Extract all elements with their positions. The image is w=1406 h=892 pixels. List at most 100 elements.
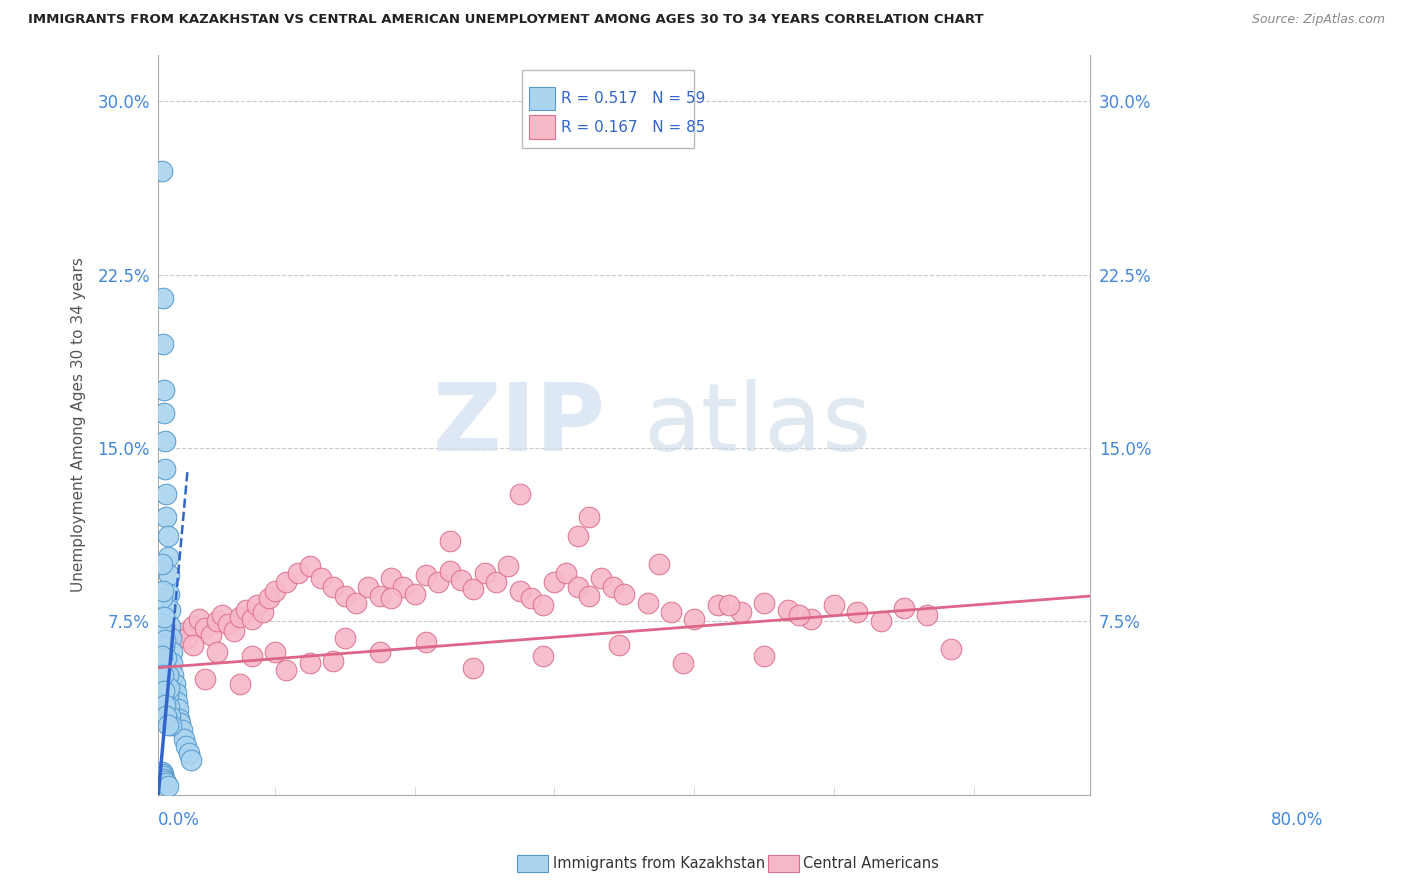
Point <box>222 624 245 638</box>
Text: 80.0%: 80.0% <box>1271 811 1323 829</box>
Point <box>194 621 217 635</box>
Point <box>939 642 962 657</box>
Point <box>169 712 191 726</box>
Point <box>156 549 179 564</box>
Point <box>162 644 184 658</box>
Point <box>229 610 252 624</box>
Point <box>520 591 543 606</box>
Point <box>150 557 173 571</box>
Point <box>153 772 176 786</box>
Point <box>672 656 695 670</box>
Point <box>730 605 752 619</box>
Point <box>173 732 195 747</box>
Text: atlas: atlas <box>643 379 872 471</box>
Point <box>380 570 402 584</box>
Point <box>181 638 204 652</box>
Point <box>156 667 179 681</box>
Point <box>263 644 285 658</box>
Point <box>200 628 222 642</box>
Text: 0.0%: 0.0% <box>159 811 200 829</box>
Point <box>333 631 356 645</box>
Point <box>776 603 799 617</box>
Text: R = 0.517   N = 59: R = 0.517 N = 59 <box>561 91 706 106</box>
Point <box>263 584 285 599</box>
Point <box>823 599 845 613</box>
Point <box>156 529 179 543</box>
Point <box>150 591 173 606</box>
Point <box>846 605 869 619</box>
Point <box>156 779 179 793</box>
Point <box>159 619 181 633</box>
Point <box>426 575 449 590</box>
Point <box>165 686 187 700</box>
Point <box>157 700 180 714</box>
Point <box>276 663 298 677</box>
Point <box>392 580 415 594</box>
Y-axis label: Unemployment Among Ages 30 to 34 years: Unemployment Among Ages 30 to 34 years <box>72 258 86 592</box>
Point <box>153 406 176 420</box>
Point <box>607 638 630 652</box>
Point <box>567 580 589 594</box>
Point <box>156 718 179 732</box>
Point <box>591 570 613 584</box>
Point <box>155 658 177 673</box>
FancyBboxPatch shape <box>522 70 695 147</box>
Point <box>718 599 741 613</box>
Point <box>555 566 578 580</box>
Point <box>153 610 176 624</box>
Point <box>322 654 344 668</box>
Point <box>176 631 198 645</box>
Point <box>162 656 184 670</box>
Point <box>155 774 177 789</box>
Point <box>155 434 177 449</box>
Point <box>205 615 228 629</box>
Point <box>461 582 484 596</box>
Point <box>380 591 402 606</box>
Point <box>509 487 531 501</box>
Text: Central Americans: Central Americans <box>803 856 939 871</box>
Point <box>613 587 636 601</box>
Point <box>155 462 177 476</box>
FancyBboxPatch shape <box>529 115 555 139</box>
Point <box>450 573 472 587</box>
Text: Source: ZipAtlas.com: Source: ZipAtlas.com <box>1251 13 1385 27</box>
Point <box>162 667 184 681</box>
Point <box>344 596 367 610</box>
Point <box>159 709 181 723</box>
Point <box>155 709 177 723</box>
Point <box>153 640 176 654</box>
Point <box>240 649 263 664</box>
Point <box>150 649 173 664</box>
Point <box>404 587 426 601</box>
Point <box>152 337 174 351</box>
Point <box>276 575 298 590</box>
Point <box>754 649 776 664</box>
Point <box>602 580 624 594</box>
Point <box>155 632 177 647</box>
Point <box>180 753 202 767</box>
Point <box>157 681 180 696</box>
Point <box>869 615 891 629</box>
Point <box>155 487 177 501</box>
Point <box>659 605 682 619</box>
Point <box>155 698 177 712</box>
Point <box>155 674 177 689</box>
Point <box>754 596 776 610</box>
Text: R = 0.167   N = 85: R = 0.167 N = 85 <box>561 120 706 135</box>
Point <box>543 575 565 590</box>
Point <box>683 612 706 626</box>
Point <box>167 702 190 716</box>
Point <box>357 580 380 594</box>
Point <box>152 769 174 783</box>
Point <box>155 510 177 524</box>
Point <box>917 607 939 622</box>
Point <box>257 591 280 606</box>
Text: IMMIGRANTS FROM KAZAKHSTAN VS CENTRAL AMERICAN UNEMPLOYMENT AMONG AGES 30 TO 34 : IMMIGRANTS FROM KAZAKHSTAN VS CENTRAL AM… <box>28 13 984 27</box>
Point <box>153 384 176 398</box>
Point <box>485 575 508 590</box>
Point <box>155 776 177 790</box>
Point <box>252 605 274 619</box>
Point <box>567 529 589 543</box>
Point <box>211 607 233 622</box>
Point <box>368 589 391 603</box>
